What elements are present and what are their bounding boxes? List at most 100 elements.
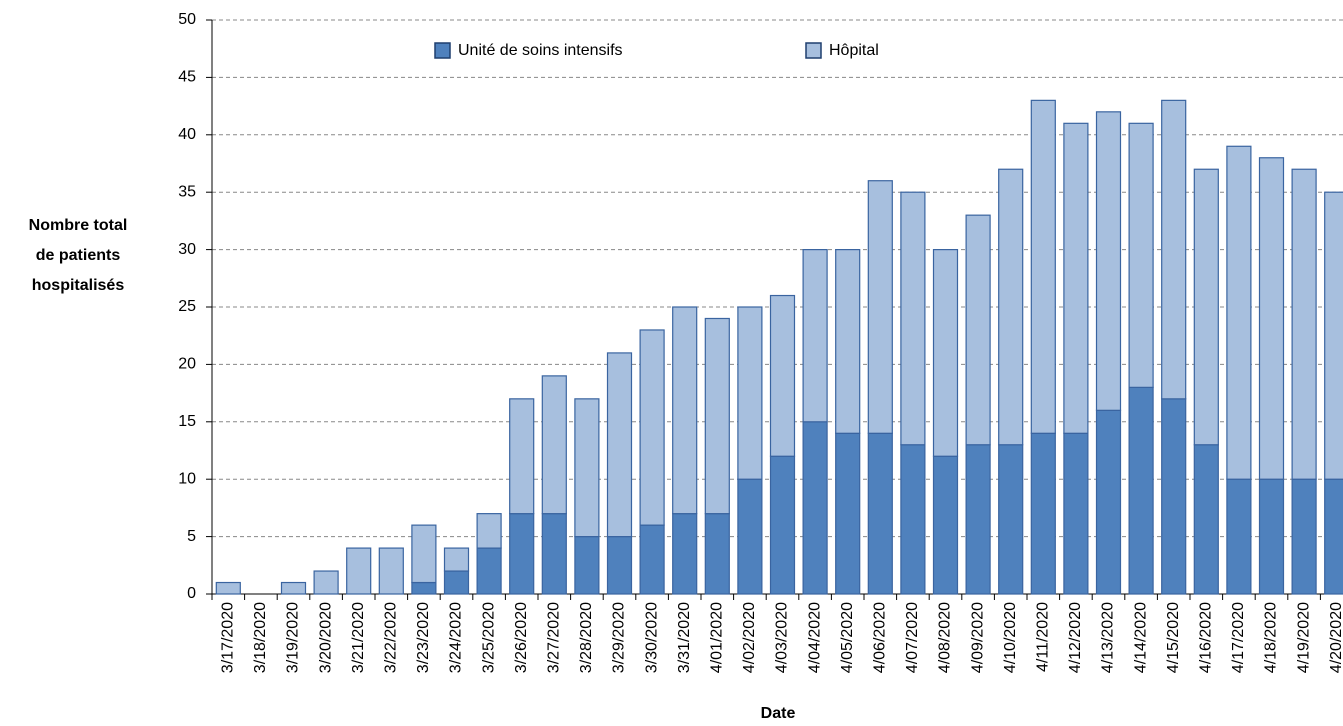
bar-segment: [998, 168, 1024, 446]
bar-segment: [574, 535, 600, 595]
x-tick-label: 4/08/2020: [937, 602, 954, 673]
bar-segment: [769, 294, 796, 457]
x-tick-label: 4/10/2020: [1002, 602, 1019, 673]
bar-segment: [280, 581, 307, 595]
bar-segment: [541, 375, 567, 515]
bar-segment: [346, 547, 372, 595]
x-tick-label: 4/09/2020: [969, 602, 986, 673]
bar-segment: [1128, 386, 1154, 595]
y-axis-title: hospitalisés: [32, 277, 125, 294]
bar-segment: [1161, 398, 1187, 595]
x-tick-label: 3/23/2020: [415, 602, 432, 673]
bar-segment: [509, 513, 535, 595]
x-tick-label: 4/17/2020: [1230, 602, 1247, 673]
legend-swatch: [434, 42, 451, 59]
bar-segment: [704, 317, 730, 515]
bar-segment: [606, 535, 633, 595]
bar-segment: [1324, 478, 1343, 595]
y-axis-title: Nombre total: [29, 217, 128, 234]
bar-segment: [737, 478, 763, 595]
x-tick-label: 4/03/2020: [774, 602, 791, 673]
bar-segment: [1161, 99, 1187, 400]
bar-segment: [1095, 111, 1122, 411]
y-tick-label: 50: [178, 11, 196, 28]
x-tick-label: 4/19/2020: [1295, 602, 1312, 673]
x-tick-label: 3/17/2020: [220, 602, 237, 673]
y-tick-label: 30: [178, 241, 196, 258]
bar-segment: [443, 547, 470, 572]
legend-swatch: [805, 42, 822, 59]
x-tick-label: 3/27/2020: [546, 602, 563, 673]
bar-segment: [1063, 122, 1089, 434]
bar-segment: [1258, 478, 1285, 595]
bar-segment: [1193, 168, 1219, 446]
bar-segment: [215, 581, 241, 595]
bar-segment: [1193, 444, 1219, 595]
bar-segment: [378, 547, 404, 595]
x-tick-label: 3/29/2020: [611, 602, 628, 673]
bar-segment: [672, 513, 698, 595]
y-axis-title: de patients: [36, 247, 121, 264]
bar-segment: [802, 249, 828, 423]
y-tick-label: 5: [187, 528, 196, 545]
x-tick-label: 4/01/2020: [709, 602, 726, 673]
bar-segment: [1226, 478, 1252, 595]
bar-segment: [900, 191, 926, 446]
x-tick-label: 3/24/2020: [448, 602, 465, 673]
x-tick-label: 3/22/2020: [383, 602, 400, 673]
x-tick-label: 4/04/2020: [806, 602, 823, 673]
bar-segment: [867, 432, 893, 595]
bar-segment: [835, 432, 861, 595]
x-tick-label: 4/20/2020: [1328, 602, 1343, 673]
y-tick-label: 15: [178, 413, 196, 430]
x-tick-label: 3/31/2020: [676, 602, 693, 673]
bar-segment: [1258, 157, 1285, 480]
x-tick-label: 3/19/2020: [285, 602, 302, 673]
y-tick-label: 40: [178, 126, 196, 143]
x-tick-label: 4/05/2020: [839, 602, 856, 673]
x-tick-label: 4/12/2020: [1067, 602, 1084, 673]
x-axis-title: Date: [761, 705, 796, 722]
bar-segment: [509, 398, 535, 515]
x-tick-label: 4/06/2020: [872, 602, 889, 673]
bar-segment: [1128, 122, 1154, 388]
bar-segment: [411, 524, 437, 584]
bar-segment: [476, 547, 502, 595]
x-tick-label: 3/26/2020: [513, 602, 530, 673]
x-tick-label: 3/18/2020: [252, 602, 269, 673]
bar-segment: [574, 398, 600, 538]
bar-segment: [1226, 145, 1252, 480]
bar-segment: [443, 570, 470, 595]
y-tick-label: 45: [178, 69, 196, 86]
bar-segment: [541, 513, 567, 595]
x-tick-label: 4/15/2020: [1165, 602, 1182, 673]
bar-segment: [932, 455, 959, 595]
bar-segment: [1291, 478, 1317, 595]
bar-segment: [998, 444, 1024, 595]
bar-segment: [802, 421, 828, 595]
bar-segment: [639, 524, 665, 595]
x-tick-label: 3/30/2020: [643, 602, 660, 673]
bar-segment: [1095, 409, 1122, 595]
bar-segment: [1030, 432, 1056, 595]
y-tick-label: 0: [187, 585, 196, 602]
bar-segment: [737, 306, 763, 480]
bar-segment: [313, 570, 339, 595]
x-tick-label: 4/14/2020: [1132, 602, 1149, 673]
y-tick-label: 35: [178, 183, 196, 200]
bar-segment: [835, 249, 861, 434]
y-tick-label: 10: [178, 470, 196, 487]
bar-segment: [867, 180, 893, 434]
bar-segment: [704, 513, 730, 595]
bar-segment: [411, 581, 437, 595]
bar-segment: [639, 329, 665, 526]
bar-segment: [1291, 168, 1317, 480]
x-tick-label: 3/25/2020: [480, 602, 497, 673]
x-tick-label: 4/16/2020: [1198, 602, 1215, 673]
x-tick-label: 4/18/2020: [1263, 602, 1280, 673]
bar-segment: [1324, 191, 1343, 480]
x-tick-label: 4/13/2020: [1100, 602, 1117, 673]
x-tick-label: 4/07/2020: [904, 602, 921, 673]
x-tick-label: 3/20/2020: [317, 602, 334, 673]
